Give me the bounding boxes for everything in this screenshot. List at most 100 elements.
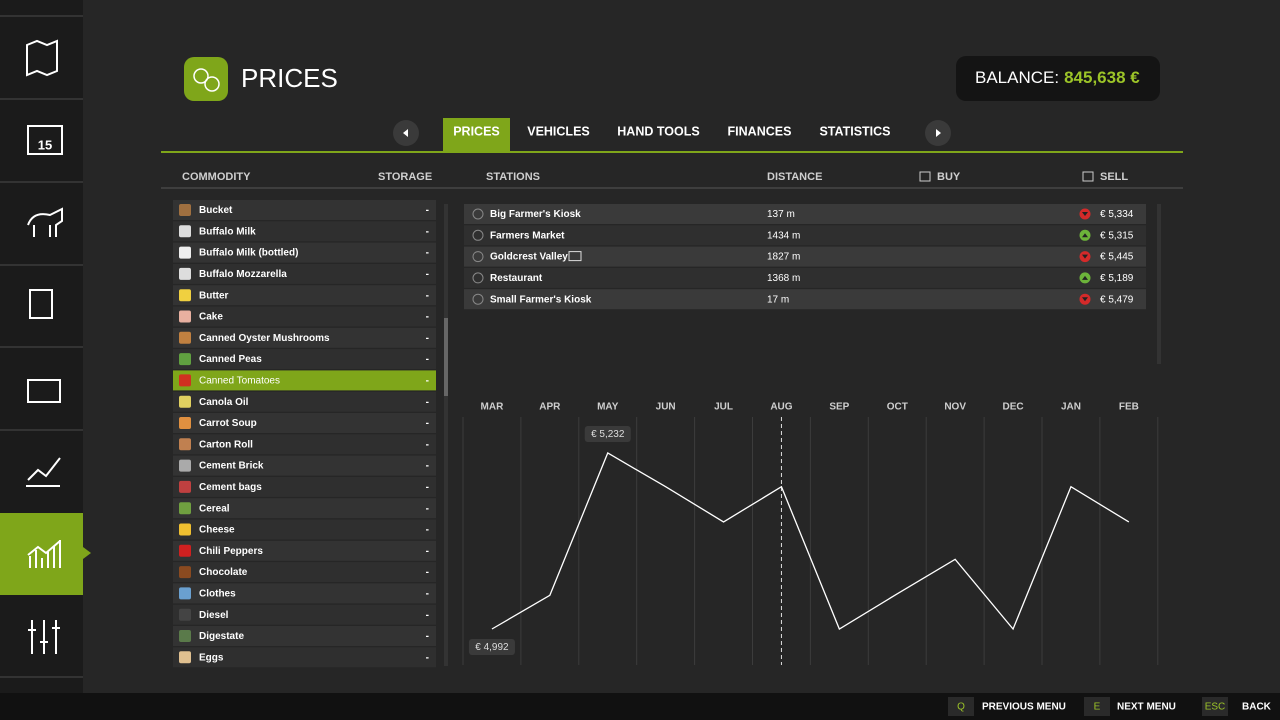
commodity-row[interactable] [173,413,436,433]
commodity-row[interactable] [173,434,436,455]
station-sell: € 5,479 [1100,294,1134,305]
settings-icon[interactable] [28,620,60,654]
commodity-name: Cement bags [199,482,262,493]
tab[interactable]: STATISTICS [819,124,890,138]
commodity-row[interactable] [173,476,436,497]
trend-arrow [1082,212,1088,216]
sidebar-active[interactable] [0,513,83,595]
calendar-icon[interactable] [27,125,63,155]
commodity-storage: - [426,503,429,514]
commodity-row[interactable] [173,455,436,476]
commodity-row[interactable] [173,498,436,519]
station-distance: 1827 m [767,252,800,263]
commodity-row[interactable] [173,285,436,306]
commodity-row[interactable] [173,221,436,242]
station-row[interactable] [464,267,1146,288]
commodity-row[interactable] [173,263,436,284]
commodity-row[interactable] [173,391,436,412]
balance: BALANCE: 845,638 € [975,68,1140,87]
commodity-row[interactable] [173,349,436,370]
commodity-row[interactable] [173,583,436,604]
commodity-storage: - [426,418,429,429]
commodity-storage: - [426,248,429,259]
station-sell: € 5,189 [1100,273,1134,284]
commodity-row[interactable] [173,306,436,327]
animals-icon[interactable] [27,207,63,237]
commodity-row[interactable] [173,562,436,583]
list-scrollbar[interactable] [444,204,448,666]
finance-icon[interactable] [26,457,61,487]
station-row[interactable] [464,289,1146,310]
commodity-name: Cake [199,312,223,323]
commodity-icon [179,289,191,302]
footer-action[interactable]: BACK [1242,702,1272,713]
production-icon[interactable] [27,379,61,403]
commodity-icon [179,331,191,344]
map-icon[interactable] [26,39,58,77]
commodity-icon [179,480,191,493]
station-row[interactable] [464,204,1146,224]
tab[interactable]: PRICES [453,124,500,138]
prices-icon[interactable] [27,540,61,568]
commodity-icon [179,630,191,642]
commodity-icon [179,438,191,451]
commodity-storage: - [426,354,429,365]
commodity-icon [179,225,191,238]
commodity-name: Buffalo Milk [199,226,256,237]
commodity-storage: - [426,226,429,237]
commodity-row[interactable] [173,519,436,540]
contracts-icon[interactable] [29,289,53,319]
tab[interactable]: HAND TOOLS [617,124,699,138]
commodity-storage: - [426,397,429,408]
commodity-icon [179,374,191,387]
balance-box [956,56,1160,101]
commodity-row-selected[interactable] [173,370,436,391]
active-tab[interactable] [443,118,510,152]
commodity-name: Eggs [199,652,224,663]
month-label: FEB [1119,402,1139,413]
col-distance: DISTANCE [767,171,822,183]
key-box [948,697,974,716]
commodity-name: Diesel [199,610,229,621]
commodity-icon [179,353,191,366]
commodity-row[interactable] [173,647,436,668]
col-sell: SELL [1100,171,1128,183]
footer-action[interactable]: NEXT MENU [1117,702,1176,713]
commodity-icon [179,608,191,621]
list-scroll-thumb[interactable] [444,318,448,396]
svg-text:15: 15 [38,137,52,152]
station-icon [472,272,484,284]
commodity-name: Canola Oil [199,397,249,408]
commodity-storage: - [426,652,429,663]
tab[interactable]: VEHICLES [527,124,590,138]
commodity-row[interactable] [173,242,436,263]
station-row[interactable] [464,246,1146,267]
commodity-icon [179,459,191,472]
value-label: € 5,232 [591,429,625,440]
commodity-row[interactable] [173,604,436,625]
station-icon [472,293,484,305]
month-label: JAN [1061,402,1081,413]
tab[interactable]: FINANCES [728,124,792,138]
commodity-row[interactable] [173,626,436,646]
col-stations: STATIONS [486,171,540,183]
footer-action[interactable]: PREVIOUS MENU [982,702,1066,713]
commodity-row[interactable] [173,540,436,561]
commodity-name: Buffalo Milk (bottled) [199,248,298,259]
commodity-row[interactable] [173,327,436,348]
commodity-icon [179,204,191,216]
month-label: JUN [656,402,676,413]
commodity-icon [179,395,191,408]
commodity-storage: - [426,205,429,216]
station-distance: 1434 m [767,230,800,241]
station-scrollbar[interactable] [1157,204,1161,364]
station-name: Big Farmer's Kiosk [490,209,581,220]
station-row[interactable] [464,225,1146,246]
commodity-storage: - [426,482,429,493]
commodity-row[interactable] [173,200,436,220]
station-name: Small Farmer's Kiosk [490,294,592,305]
station-distance: 17 m [767,294,789,305]
commodity-name: Canned Tomatoes [199,376,280,387]
commodity-name: Canned Peas [199,354,262,365]
